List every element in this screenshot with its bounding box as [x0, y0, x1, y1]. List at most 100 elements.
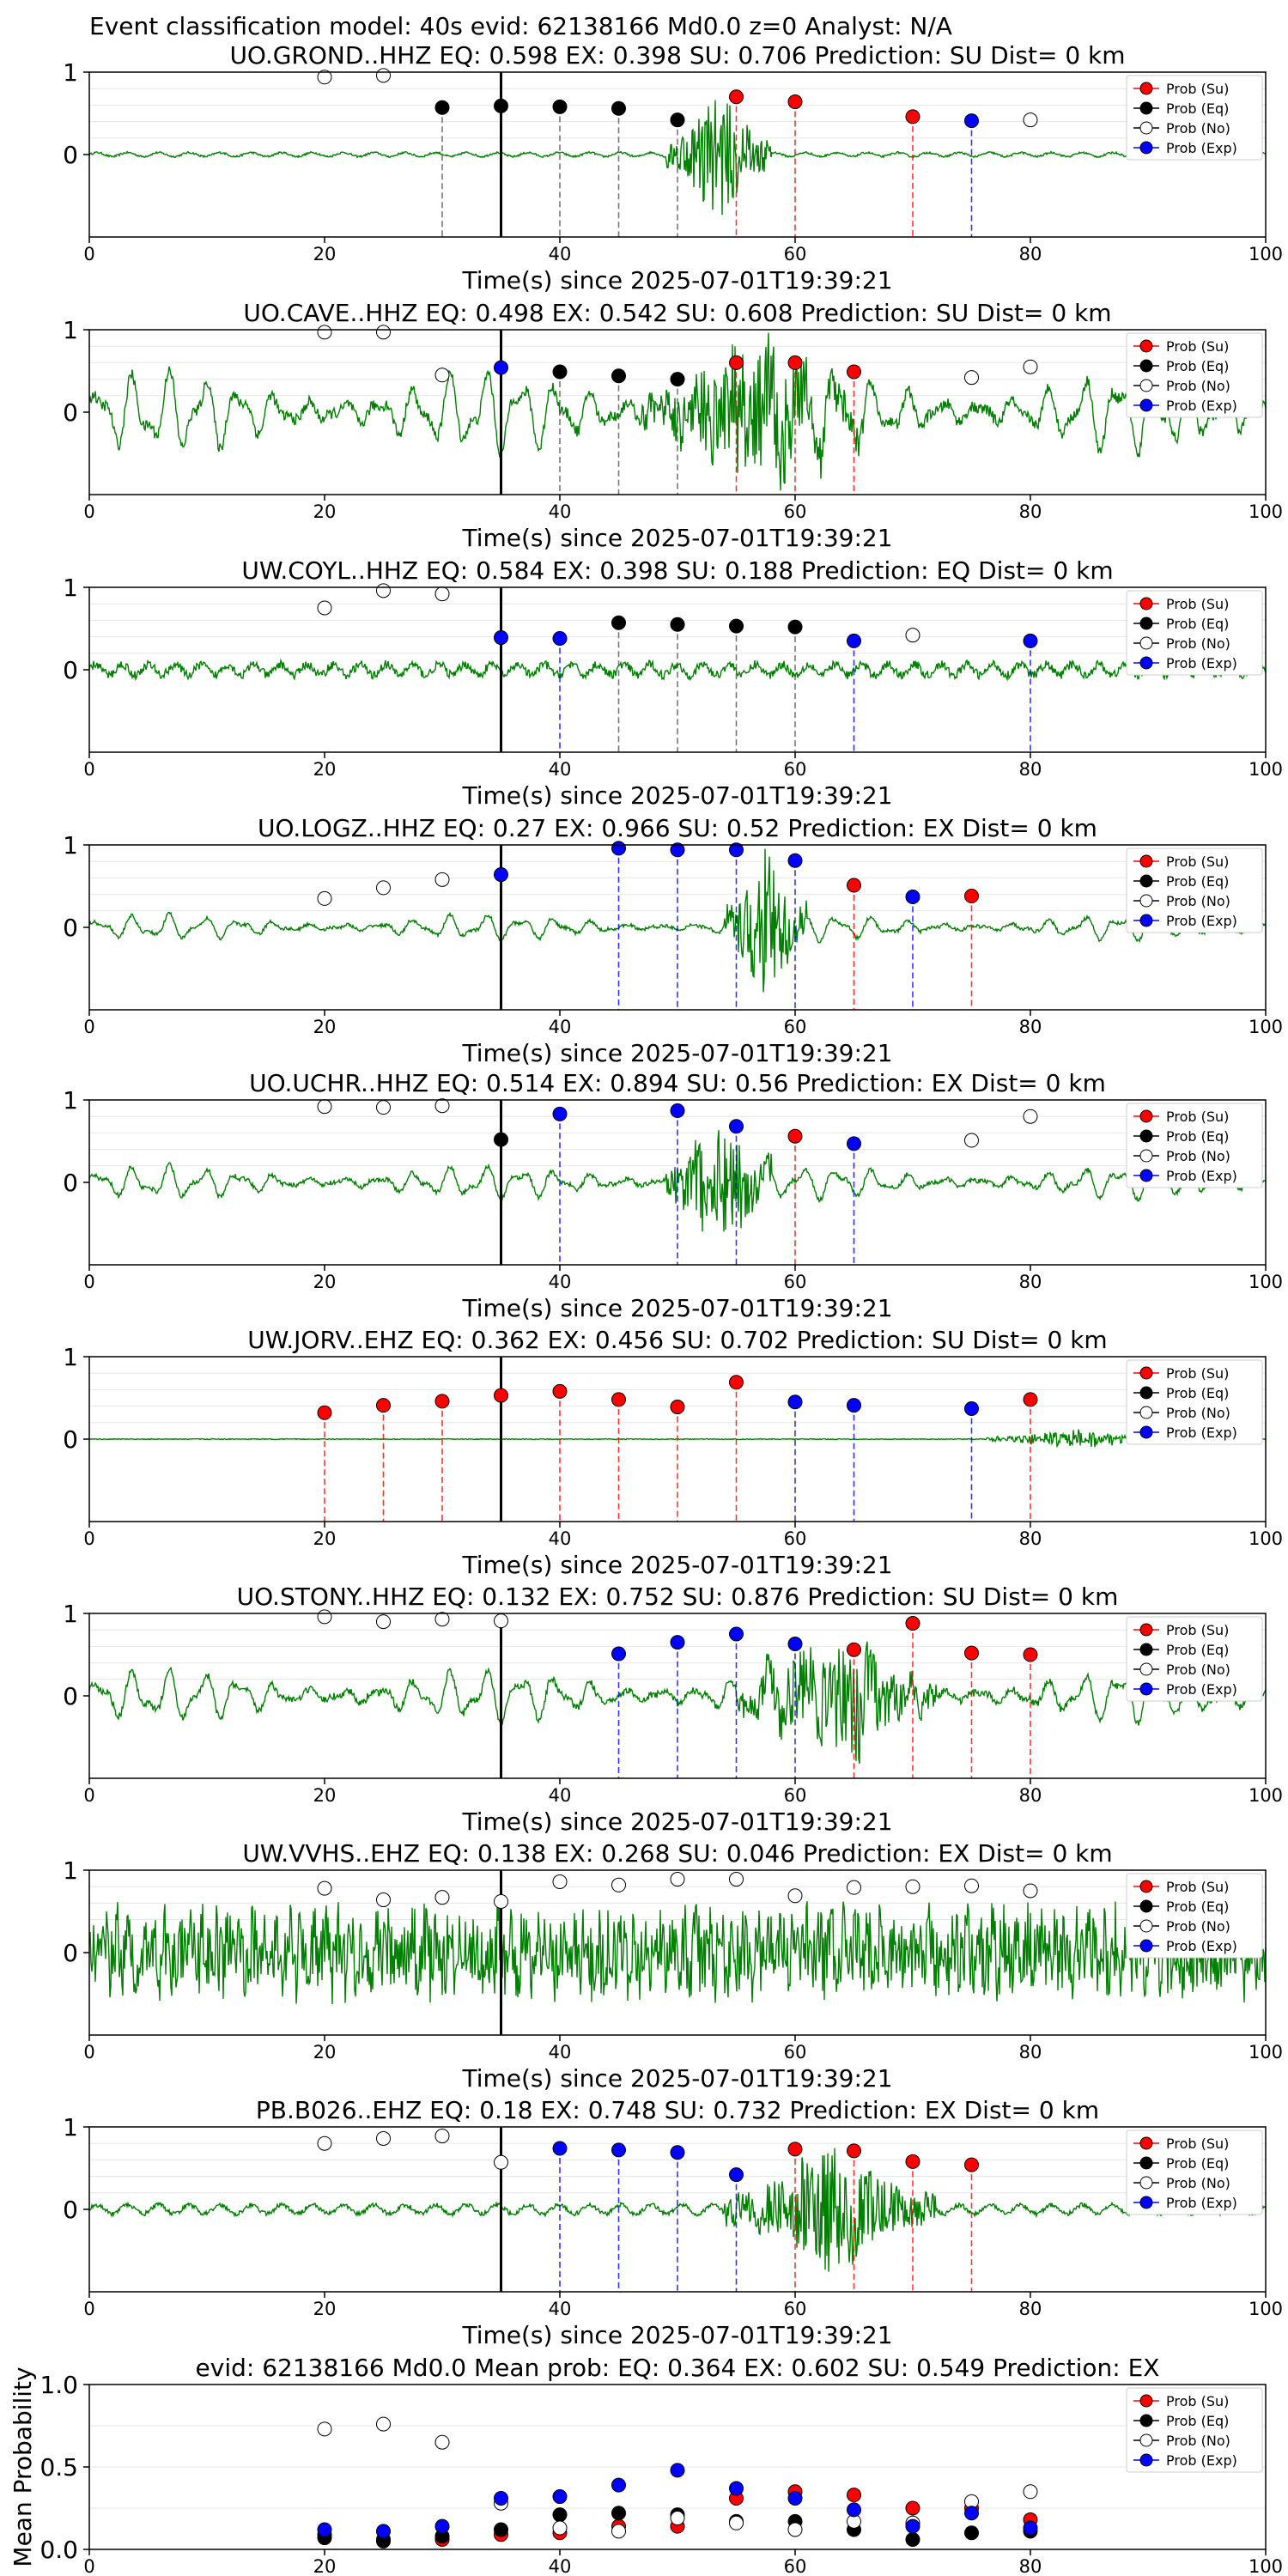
x-tick-label: 100: [1249, 2299, 1283, 2319]
x-tick-label: 80: [1019, 1017, 1042, 1037]
prob-marker-eq: [670, 112, 685, 128]
legend-label-exp: Prob (Exp): [1166, 2452, 1237, 2469]
prob-marker-no: [317, 1099, 332, 1115]
y-tick-label: 1: [63, 316, 78, 344]
legend-marker-exp: [1139, 1169, 1153, 1182]
legend-label-no: Prob (No): [1166, 378, 1230, 394]
legend-label-exp: Prob (Exp): [1166, 1681, 1237, 1698]
prob-marker-no: [494, 1893, 508, 1909]
x-tick-label: 20: [313, 759, 337, 780]
prob-marker-su: [434, 1394, 450, 1409]
prob-marker-no: [1023, 112, 1038, 128]
prob-marker-exp: [552, 2141, 568, 2156]
legend-label-eq: Prob (Eq): [1166, 2155, 1229, 2172]
x-tick-label: 20: [313, 1785, 337, 1806]
prob-marker-no: [317, 890, 332, 906]
legend-marker-exp: [1139, 914, 1153, 927]
legend-marker-su: [1139, 1880, 1153, 1893]
legend-box: [1126, 1103, 1263, 1188]
prob-marker-no: [434, 1890, 450, 1905]
mean-prob-marker-exp: [847, 2502, 861, 2518]
legend-marker-su: [1139, 2394, 1153, 2408]
waveform-trace: [88, 1641, 1267, 1765]
legend-marker-no: [1139, 2433, 1153, 2447]
prob-marker-exp: [729, 1626, 744, 1642]
x-tick-label: 0: [83, 2556, 94, 2576]
x-tick-label: 0: [83, 1528, 94, 1549]
prob-marker-exp: [611, 841, 626, 856]
panel-title: UO.LOGZ..HHZ EQ: 0.27 EX: 0.966 SU: 0.52…: [258, 814, 1097, 842]
legend: Prob (Su) Prob (Eq) Prob (No) Prob (Exp): [1126, 2387, 1263, 2473]
prob-marker-no: [376, 2130, 391, 2146]
x-tick-label: 80: [1019, 1785, 1042, 1806]
prob-marker-no: [434, 1098, 450, 1114]
x-tick-label: 60: [784, 1528, 807, 1549]
prob-marker-su: [1023, 1647, 1038, 1662]
legend-label-eq: Prob (Eq): [1166, 1642, 1229, 1658]
panel-3: UW.COYL..HHZ EQ: 0.584 EX: 0.398 SU: 0.1…: [63, 556, 1283, 810]
mean-prob-marker-no: [787, 2522, 803, 2537]
legend-marker-su: [1139, 1109, 1153, 1123]
x-tick-label: 60: [784, 1785, 807, 1806]
mean-prob-marker-no: [434, 2434, 450, 2450]
x-axis-label: Time(s) since 2025-07-01T19:39:21: [461, 266, 892, 295]
mean-prob-marker-no: [729, 2515, 744, 2530]
y-tick-label: 1: [63, 1600, 78, 1628]
prob-marker-no: [317, 2136, 332, 2151]
legend-label-su: Prob (Su): [1166, 2393, 1229, 2409]
mean-prob-marker-exp: [787, 2490, 803, 2506]
prob-marker-su: [611, 1392, 626, 1407]
prob-marker-no: [964, 370, 979, 386]
x-tick-label: 80: [1019, 2042, 1042, 2063]
legend-label-su: Prob (Su): [1166, 1622, 1229, 1638]
prob-marker-su: [787, 2142, 803, 2157]
prob-marker-exp: [847, 1398, 861, 1413]
legend-marker-eq: [1139, 101, 1153, 115]
legend-marker-no: [1139, 1662, 1153, 1676]
legend-marker-exp: [1139, 1425, 1153, 1439]
prob-marker-su: [847, 1642, 861, 1657]
legend-marker-exp: [1139, 1682, 1153, 1696]
x-tick-label: 100: [1249, 244, 1283, 264]
legend-label-no: Prob (No): [1166, 1918, 1230, 1935]
legend-label-exp: Prob (Exp): [1166, 1938, 1237, 1954]
prob-marker-exp: [729, 2167, 744, 2183]
prob-marker-su: [729, 1375, 744, 1390]
prob-marker-no: [494, 2154, 508, 2170]
legend-box: [1126, 1616, 1263, 1702]
prob-marker-exp: [964, 1400, 979, 1416]
legend-label-su: Prob (Su): [1166, 596, 1229, 612]
mean-prob-marker-no: [670, 2511, 685, 2526]
y-tick-label: 0: [63, 1939, 78, 1967]
prob-marker-exp: [905, 889, 920, 904]
mean-prob-marker-exp: [670, 2463, 685, 2478]
y-tick-label: 0: [63, 141, 78, 169]
legend-label-exp: Prob (Exp): [1166, 2195, 1237, 2211]
legend-label-eq: Prob (Eq): [1166, 2413, 1229, 2429]
legend-marker-su: [1139, 339, 1153, 353]
y-tick-label: 0: [63, 914, 78, 942]
prob-marker-exp: [670, 1635, 685, 1650]
legend-label-eq: Prob (Eq): [1166, 1899, 1229, 1915]
x-tick-label: 60: [784, 2556, 807, 2576]
legend-label-no: Prob (No): [1166, 1662, 1230, 1678]
x-tick-label: 20: [313, 2299, 337, 2319]
prob-marker-eq: [670, 372, 685, 387]
x-tick-label: 80: [1019, 2556, 1042, 2576]
legend-marker-no: [1139, 379, 1153, 392]
legend: Prob (Su) Prob (Eq) Prob (No) Prob (Exp): [1126, 590, 1263, 676]
prob-marker-eq: [611, 368, 626, 384]
x-tick-label: 40: [549, 501, 572, 522]
legend-label-no: Prob (No): [1166, 893, 1230, 909]
prob-marker-no: [905, 628, 920, 643]
prob-marker-no: [964, 1878, 979, 1893]
y-tick-label: 0.0: [39, 2536, 78, 2564]
legend-label-su: Prob (Su): [1166, 1879, 1229, 1895]
x-tick-label: 100: [1249, 1785, 1283, 1806]
prob-marker-eq: [494, 1132, 508, 1147]
x-tick-label: 20: [313, 2042, 337, 2063]
prob-marker-no: [1023, 1883, 1038, 1899]
mean-prob-marker-exp: [317, 2522, 332, 2537]
legend-box: [1126, 848, 1263, 933]
x-axis-label: Time(s) since 2025-07-01T19:39:21: [461, 524, 892, 552]
